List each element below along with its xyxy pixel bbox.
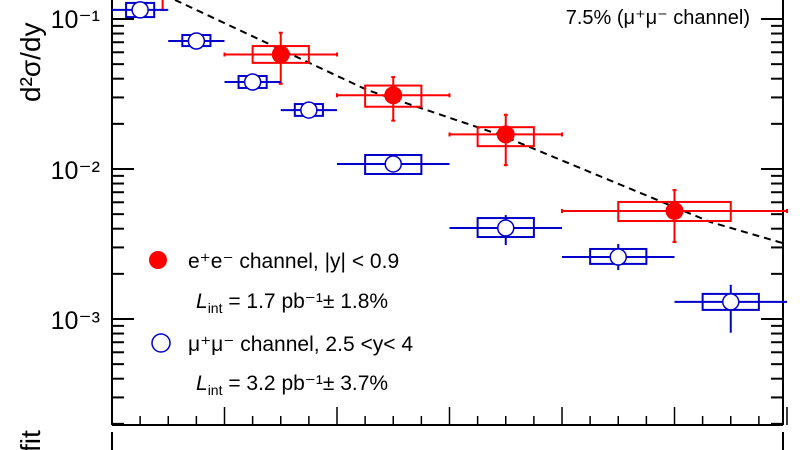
- legend-label-ee: e⁺e⁻ channel, |y| < 0.9: [188, 250, 399, 273]
- y-axis-label: d²σ/dy: [15, 22, 46, 102]
- systematic-box: [364, 84, 423, 108]
- lumi-symbol: L: [196, 290, 208, 313]
- legend-label-mumu: μ⁺μ⁻ channel, 2.5 <y< 4: [188, 333, 413, 356]
- data-point-mumu: [497, 219, 515, 237]
- legend-marker-mumu: [151, 333, 171, 353]
- data-point-ee: [271, 45, 290, 64]
- lumi-symbol: L: [196, 372, 208, 395]
- data-point-mumu: [300, 101, 318, 119]
- data-point-ee: [384, 86, 403, 105]
- legend: e⁺e⁻ channel, |y| < 0.9 Lint = 1.7 pb⁻¹±…: [149, 250, 413, 398]
- data-point-ee: [665, 201, 684, 220]
- fit-curve-layer: [174, 0, 783, 244]
- data-point-mumu: [187, 32, 206, 50]
- legend-marker-ee: [149, 251, 167, 269]
- data-point-mumu: [131, 1, 149, 19]
- legend-lumi-mumu: Lint = 3.2 pb⁻¹± 3.7%: [196, 372, 388, 398]
- axis-ticks: [111, 18, 788, 425]
- systematic-box: [364, 153, 423, 176]
- data-point-mumu: [384, 155, 402, 173]
- data-points-layer: [112, 0, 788, 333]
- lumi-value: = 1.7 pb⁻¹± 1.8%: [222, 290, 388, 313]
- y-tick-label: 10⁻²: [51, 157, 100, 185]
- systematic-box: [617, 200, 732, 223]
- annotation: 7.5% (μ⁺μ⁻ channel): [566, 7, 750, 29]
- lumi-subscript: int: [208, 300, 223, 316]
- data-point-mumu: [722, 293, 740, 311]
- lower-panel-y-label: fit: [15, 430, 46, 450]
- data-point-mumu: [243, 73, 262, 91]
- lumi-value: = 3.2 pb⁻¹± 3.7%: [222, 372, 388, 395]
- fit-curve: [174, 0, 783, 244]
- y-tick-label: 10⁻¹: [51, 6, 100, 34]
- y-tick-label: 10⁻³: [51, 307, 100, 335]
- lumi-subscript: int: [208, 382, 223, 398]
- data-point-ee: [496, 125, 515, 144]
- legend-lumi-ee: Lint = 1.7 pb⁻¹± 1.8%: [196, 290, 388, 316]
- systematic-box: [476, 217, 535, 239]
- data-point-mumu: [609, 248, 627, 266]
